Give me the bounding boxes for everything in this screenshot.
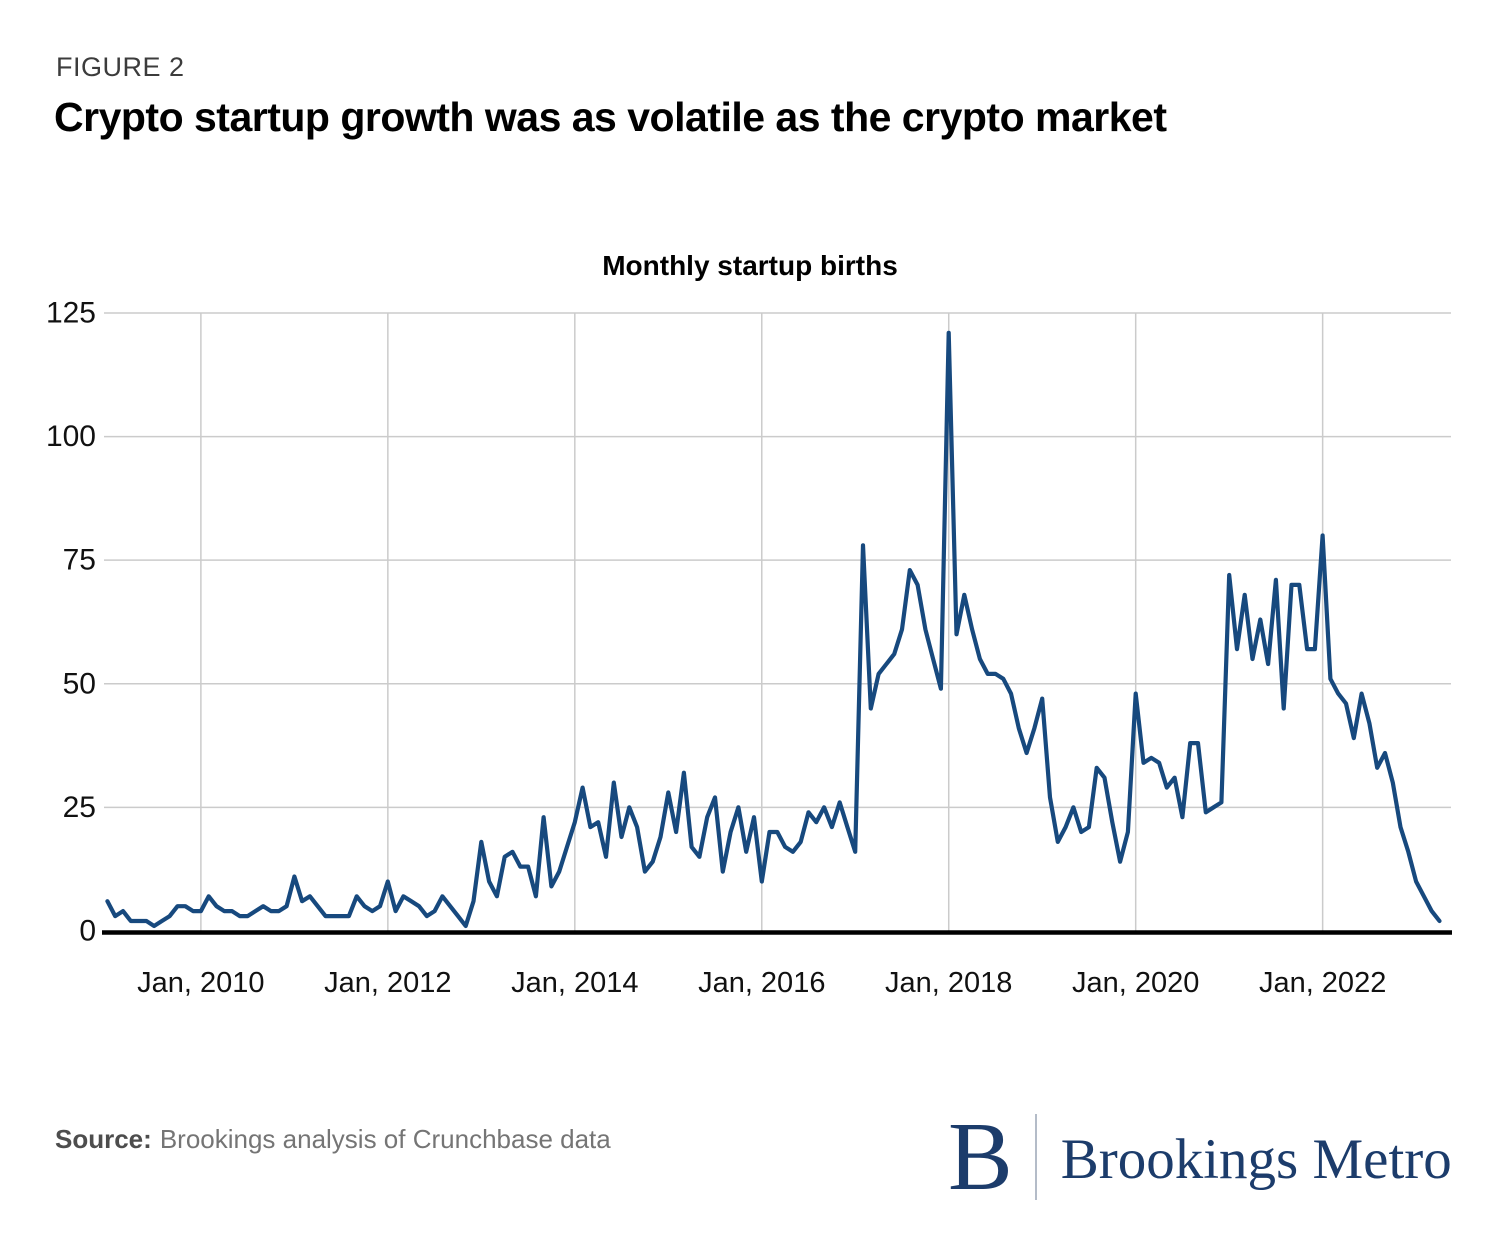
source-note: Source: Brookings analysis of Crunchbase … bbox=[55, 1124, 611, 1155]
source-label: Source: bbox=[55, 1124, 152, 1154]
x-tick-label: Jan, 2018 bbox=[885, 967, 1012, 999]
y-tick-label: 25 bbox=[63, 791, 96, 824]
chart-title: Monthly startup births bbox=[602, 250, 898, 281]
y-tick-label: 0 bbox=[79, 914, 96, 947]
x-tick-label: Jan, 2014 bbox=[511, 967, 638, 999]
x-tick-label: Jan, 2010 bbox=[137, 967, 264, 999]
y-tick-label: 50 bbox=[63, 667, 96, 700]
data-series-line bbox=[105, 330, 1442, 929]
x-tick-label: Jan, 2022 bbox=[1259, 967, 1386, 999]
figure-label: FIGURE 2 bbox=[56, 52, 185, 82]
y-tick-label: 75 bbox=[63, 544, 96, 577]
page-title: Crypto startup growth was as volatile as… bbox=[54, 94, 1167, 140]
x-tick-label: Jan, 2012 bbox=[324, 967, 451, 999]
source-text: Brookings analysis of Crunchbase data bbox=[159, 1124, 611, 1154]
brookings-metro-logo: B Brookings Metro bbox=[948, 1108, 1452, 1205]
x-tick-label: Jan, 2016 bbox=[698, 967, 825, 999]
brookings-b-icon: B bbox=[948, 1103, 1013, 1210]
y-tick-label: 100 bbox=[46, 420, 96, 453]
logo-wordmark: Brookings Metro bbox=[1060, 1128, 1452, 1191]
x-tick-label: Jan, 2020 bbox=[1072, 967, 1199, 999]
logo-divider bbox=[1034, 1113, 1037, 1200]
y-tick-label: 125 bbox=[46, 297, 96, 330]
